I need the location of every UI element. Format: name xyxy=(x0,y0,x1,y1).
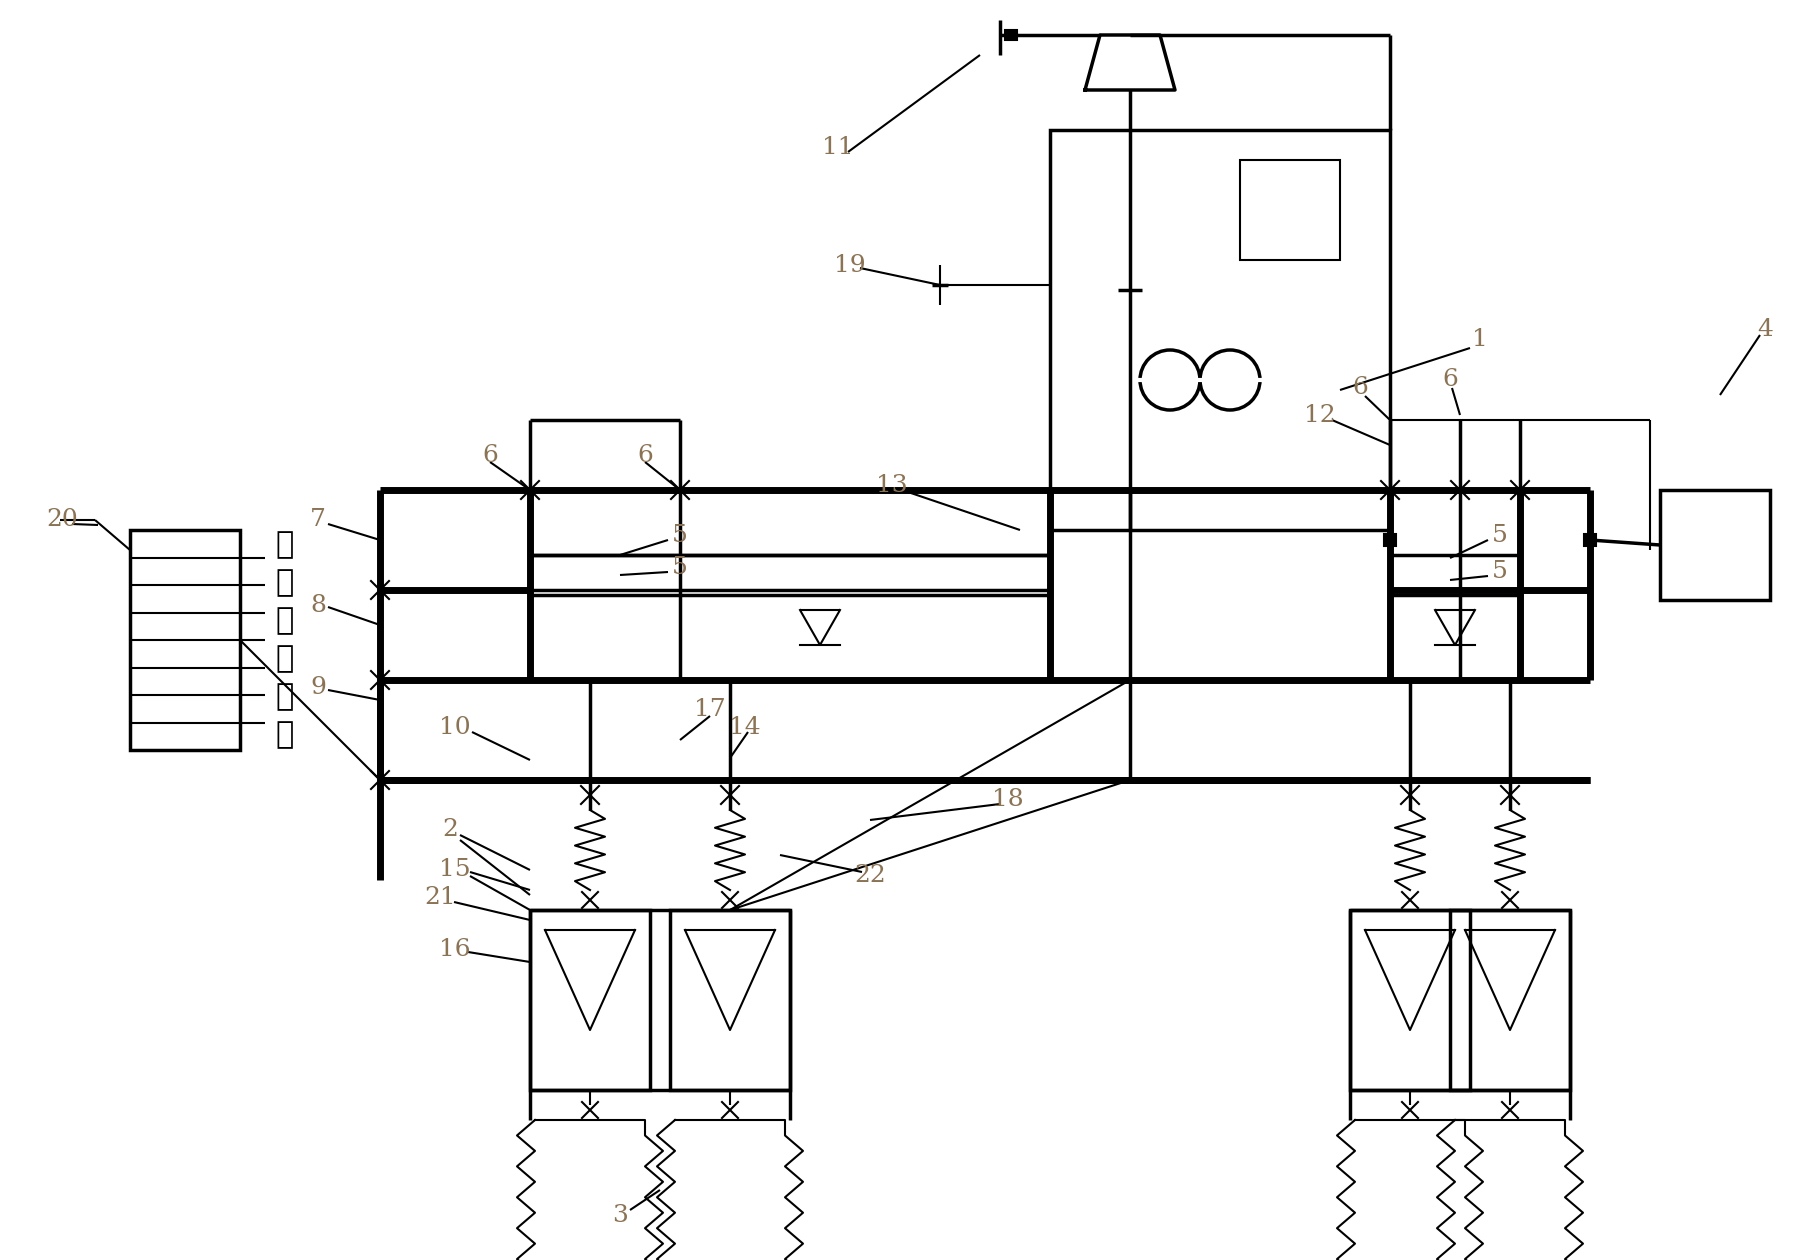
Bar xyxy=(1449,910,1571,1090)
Bar xyxy=(1660,490,1771,600)
Text: 各: 各 xyxy=(274,606,292,635)
Text: 13: 13 xyxy=(875,474,908,496)
Polygon shape xyxy=(518,1120,663,1260)
Text: 4: 4 xyxy=(1758,319,1772,341)
Text: 6: 6 xyxy=(1353,377,1367,399)
Text: 2: 2 xyxy=(441,819,458,842)
Text: 阀: 阀 xyxy=(274,721,292,750)
Text: 5: 5 xyxy=(672,523,688,547)
Bar xyxy=(1240,160,1340,260)
Bar xyxy=(530,910,650,1090)
Bar xyxy=(670,910,790,1090)
Bar xyxy=(1349,910,1469,1090)
Text: 22: 22 xyxy=(854,863,886,887)
Text: 5: 5 xyxy=(672,557,688,580)
Text: 连: 连 xyxy=(274,530,292,559)
Text: 18: 18 xyxy=(992,789,1024,811)
Bar xyxy=(1050,130,1389,530)
Bar xyxy=(1384,534,1397,546)
Polygon shape xyxy=(657,1120,803,1260)
Text: 6: 6 xyxy=(637,444,654,466)
Text: 9: 9 xyxy=(311,677,325,699)
Text: 17: 17 xyxy=(694,698,726,722)
Text: 5: 5 xyxy=(1493,523,1507,547)
Text: 8: 8 xyxy=(311,593,325,616)
Text: 20: 20 xyxy=(45,509,78,532)
Text: 14: 14 xyxy=(730,717,761,740)
Polygon shape xyxy=(1436,1120,1584,1260)
Text: 11: 11 xyxy=(823,136,854,160)
Text: 6: 6 xyxy=(1442,368,1458,392)
Text: 16: 16 xyxy=(439,939,470,961)
Text: 5: 5 xyxy=(1493,561,1507,583)
Text: 电: 电 xyxy=(274,645,292,674)
Bar xyxy=(1004,30,1017,40)
Bar xyxy=(1584,534,1596,546)
Polygon shape xyxy=(1084,35,1175,89)
Text: 磁: 磁 xyxy=(274,683,292,712)
Bar xyxy=(131,530,240,750)
Text: 3: 3 xyxy=(612,1203,628,1226)
Text: 7: 7 xyxy=(311,509,325,532)
Text: 6: 6 xyxy=(481,444,498,466)
Text: 12: 12 xyxy=(1304,403,1337,426)
Text: 接: 接 xyxy=(274,568,292,597)
Text: 21: 21 xyxy=(425,887,456,910)
Text: 15: 15 xyxy=(439,858,470,882)
Text: 19: 19 xyxy=(834,253,866,276)
Text: 1: 1 xyxy=(1473,329,1487,352)
Text: 10: 10 xyxy=(439,717,470,740)
Polygon shape xyxy=(1337,1120,1484,1260)
